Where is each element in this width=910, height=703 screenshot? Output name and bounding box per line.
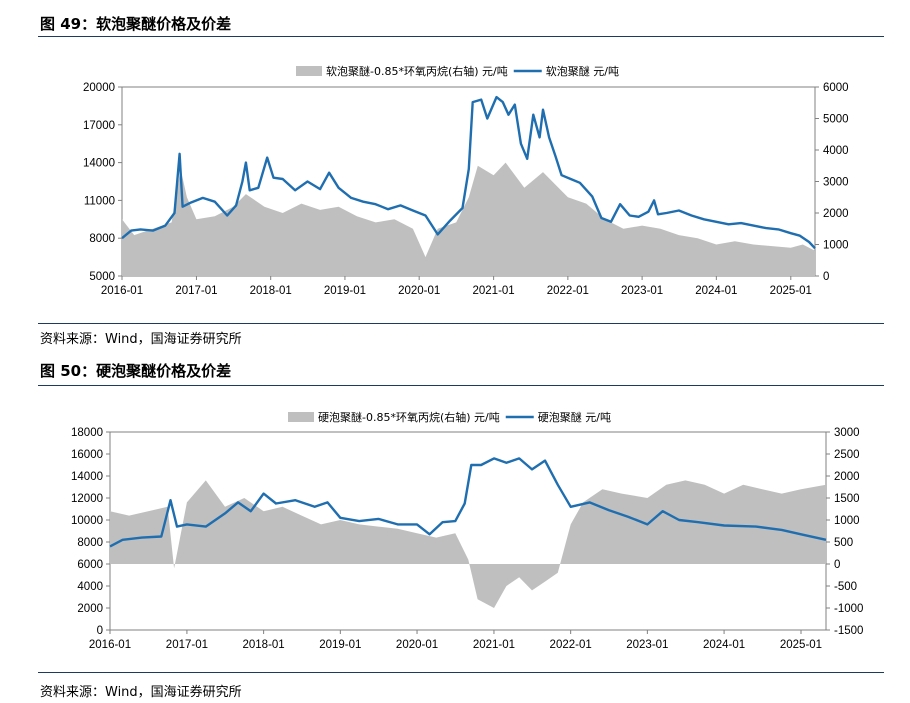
y-left-tick-label: 6000 bbox=[77, 559, 103, 571]
y-right-tick-label: 500 bbox=[834, 537, 853, 549]
x-tick-label: 2021-01 bbox=[473, 285, 515, 297]
x-tick-label: 2023-01 bbox=[626, 639, 668, 651]
legend-label-line: 软泡聚醚 元/吨 bbox=[546, 64, 619, 78]
y-right-tick-label: 2000 bbox=[823, 208, 849, 220]
x-tick-label: 2018-01 bbox=[250, 285, 292, 297]
y-right-tick-label: 2000 bbox=[834, 471, 860, 483]
legend-label-area: 软泡聚醚-0.85*环氧丙烷(右轴) 元/吨 bbox=[326, 64, 508, 78]
source-rule bbox=[38, 323, 884, 324]
source-rule bbox=[38, 672, 884, 673]
y-right-tick-label: 3000 bbox=[834, 427, 860, 439]
legend-label-line: 硬泡聚醚 元/吨 bbox=[538, 410, 611, 424]
y-left-tick-label: 5000 bbox=[89, 271, 115, 283]
figure-49-title: 图 49：软泡聚醚价格及价差 bbox=[40, 15, 232, 33]
y-left-tick-label: 4000 bbox=[77, 581, 103, 593]
y-left-tick-label: 16000 bbox=[71, 449, 103, 461]
legend-label-area: 硬泡聚醚-0.85*环氧丙烷(右轴) 元/吨 bbox=[318, 410, 500, 424]
legend: 软泡聚醚-0.85*环氧丙烷(右轴) 元/吨 软泡聚醚 元/吨 bbox=[296, 64, 619, 78]
y-right-tick-label: -1500 bbox=[834, 625, 863, 637]
y-right-tick-label: 0 bbox=[823, 271, 829, 283]
x-tick-label: 2022-01 bbox=[550, 639, 592, 651]
chart-1: 5000 8000 11000 14000 17000 20000 0 1000 2000 300… bbox=[83, 64, 849, 297]
y-left-tick-label: 18000 bbox=[71, 427, 103, 439]
y-right-tick-label: -500 bbox=[834, 581, 857, 593]
legend-swatch-area bbox=[288, 412, 314, 422]
spread-area-series bbox=[122, 162, 815, 276]
y-left-tick-label: 14000 bbox=[71, 471, 103, 483]
figure-49-source: 资料来源：Wind，国海证券研究所 bbox=[40, 332, 242, 347]
x-tick-label: 2023-01 bbox=[621, 285, 663, 297]
y-left-tick-label: 17000 bbox=[83, 120, 115, 132]
x-tick-label: 2022-01 bbox=[547, 285, 589, 297]
x-tick-label: 2025-01 bbox=[770, 285, 812, 297]
x-tick-label: 2018-01 bbox=[243, 639, 285, 651]
price-line-series bbox=[109, 457, 827, 548]
title-rule bbox=[38, 36, 884, 37]
legend: 硬泡聚醚-0.85*环氧丙烷(右轴) 元/吨 硬泡聚醚 元/吨 bbox=[288, 410, 611, 424]
x-tick-label: 2021-01 bbox=[473, 639, 515, 651]
y-left-tick-label: 20000 bbox=[83, 82, 115, 94]
y-left-tick-label: 8000 bbox=[89, 233, 115, 245]
y-right-tick-label: 0 bbox=[834, 559, 840, 571]
x-tick-label: 2016-01 bbox=[101, 285, 143, 297]
x-tick-label: 2020-01 bbox=[396, 639, 438, 651]
y-right-tick-label: 1000 bbox=[834, 515, 860, 527]
y-left-tick-label: 2000 bbox=[77, 603, 103, 615]
figure-50-source: 资料来源：Wind，国海证券研究所 bbox=[40, 685, 242, 700]
y-right-tick-label: -1000 bbox=[834, 603, 863, 615]
x-tick-label: 2019-01 bbox=[324, 285, 366, 297]
y-right-tick-label: 6000 bbox=[823, 82, 849, 94]
y-left-tick-label: 10000 bbox=[71, 515, 103, 527]
y-left-tick-label: 11000 bbox=[84, 195, 115, 207]
x-tick-label: 2024-01 bbox=[695, 285, 737, 297]
x-tick-label: 2017-01 bbox=[175, 285, 217, 297]
x-tick-label: 2024-01 bbox=[703, 639, 745, 651]
x-tick-label: 2019-01 bbox=[319, 639, 361, 651]
y-left-tick-label: 12000 bbox=[71, 493, 103, 505]
y-right-tick-label: 3000 bbox=[823, 177, 849, 189]
y-left-tick-label: 14000 bbox=[83, 158, 115, 170]
title-rule bbox=[38, 385, 884, 386]
y-left-tick-label: 0 bbox=[97, 625, 103, 637]
legend-swatch-area bbox=[296, 66, 322, 76]
chart-2: 0200040006000800010000120001400016000180… bbox=[71, 410, 863, 651]
spread-area-series bbox=[110, 480, 826, 608]
x-tick-label: 2017-01 bbox=[166, 639, 208, 651]
price-line-series bbox=[121, 95, 816, 250]
y-right-tick-label: 1000 bbox=[823, 240, 849, 252]
y-right-tick-label: 1500 bbox=[834, 493, 860, 505]
y-left-tick-label: 8000 bbox=[77, 537, 103, 549]
figure-50-title: 图 50：硬泡聚醚价格及价差 bbox=[40, 362, 232, 380]
y-right-tick-label: 4000 bbox=[823, 145, 849, 157]
x-tick-label: 2020-01 bbox=[398, 285, 440, 297]
y-right-tick-label: 5000 bbox=[823, 114, 849, 126]
x-tick-label: 2025-01 bbox=[780, 639, 822, 651]
x-tick-label: 2016-01 bbox=[89, 639, 131, 651]
y-right-tick-label: 2500 bbox=[834, 449, 860, 461]
